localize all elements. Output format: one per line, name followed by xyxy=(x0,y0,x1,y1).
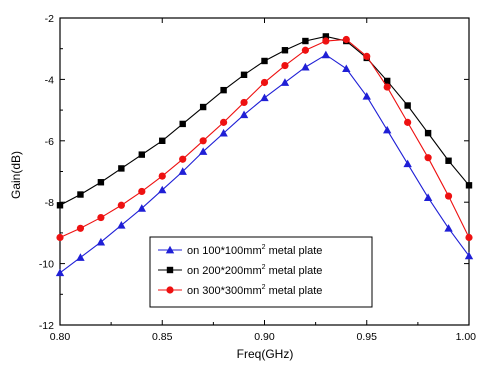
data-point xyxy=(362,92,371,100)
data-point xyxy=(118,165,125,172)
data-point xyxy=(159,137,166,144)
data-point xyxy=(76,224,85,232)
data-point xyxy=(56,202,64,209)
data-point xyxy=(383,125,392,134)
data-point xyxy=(281,61,289,70)
legend-entry: on 200*200mm2 metal plate xyxy=(158,264,322,277)
data-point xyxy=(280,78,290,86)
y-tick-label: -8 xyxy=(45,197,54,209)
series-layer xyxy=(55,33,474,277)
data-point xyxy=(260,93,269,102)
data-point xyxy=(424,129,432,137)
data-point xyxy=(301,62,310,71)
data-point xyxy=(403,159,412,168)
data-point xyxy=(76,253,85,261)
data-point xyxy=(281,47,289,54)
legend-entry: on 300*300mm2 metal plate xyxy=(158,284,322,297)
x-tick-label: 1.00 xyxy=(456,331,477,343)
x-tick-label: 0.90 xyxy=(254,331,275,343)
data-point xyxy=(261,57,268,65)
y-tick-label: -4 xyxy=(45,74,54,86)
data-point xyxy=(137,204,146,212)
legend-entry: on 100*100mm2 metal plate xyxy=(158,244,322,257)
data-point xyxy=(220,86,227,94)
data-point xyxy=(199,103,207,111)
data-point xyxy=(423,193,433,201)
data-point xyxy=(138,151,145,158)
data-point xyxy=(363,52,371,60)
series-circle xyxy=(56,35,473,242)
data-point xyxy=(158,185,167,194)
data-point xyxy=(220,118,228,126)
data-point xyxy=(383,83,391,91)
data-point xyxy=(464,251,474,260)
data-point xyxy=(97,179,105,186)
data-point xyxy=(240,98,248,107)
legend: on 100*100mm2 metal plate on 200*200mm2 m… xyxy=(149,236,373,308)
data-point xyxy=(444,224,453,232)
legend-label: on 200*200mm2 metal plate xyxy=(187,264,322,277)
data-point xyxy=(384,77,391,85)
data-point xyxy=(158,172,166,180)
data-point xyxy=(56,233,64,242)
data-point xyxy=(302,37,309,45)
data-point xyxy=(179,120,186,128)
data-point xyxy=(465,182,473,189)
x-axis-label: Freq(GHz) xyxy=(237,347,294,361)
data-point xyxy=(404,102,411,109)
y-axis-label: Gain(dB) xyxy=(9,151,23,199)
legend-marker xyxy=(166,266,174,274)
data-point xyxy=(301,46,309,54)
x-tick-label: 0.85 xyxy=(152,331,173,343)
data-point xyxy=(199,137,207,145)
data-point xyxy=(445,157,452,164)
data-point xyxy=(179,155,187,163)
data-point xyxy=(77,191,84,198)
data-point xyxy=(424,154,432,162)
data-point xyxy=(240,71,248,78)
legend-marker xyxy=(166,286,174,294)
data-point xyxy=(404,118,412,126)
data-point xyxy=(96,237,106,246)
data-point xyxy=(321,50,331,59)
data-point xyxy=(260,78,269,87)
legend-label: on 300*300mm2 metal plate xyxy=(187,284,322,297)
legend-box xyxy=(149,236,373,308)
x-tick-label: 0.95 xyxy=(357,331,378,343)
x-tick-label: 0.80 xyxy=(50,331,71,343)
data-point xyxy=(444,192,453,200)
data-point xyxy=(342,35,350,44)
legend-marker xyxy=(165,245,175,254)
data-point xyxy=(322,37,330,45)
data-point xyxy=(198,147,208,155)
data-point xyxy=(342,64,351,73)
y-tick-label: -12 xyxy=(39,320,54,332)
data-point xyxy=(465,233,473,242)
legend-label: on 100*100mm2 metal plate xyxy=(187,244,322,257)
axes-layer: 0.80 0.85 0.90 0.95 1.00 -12 -10 -8 -6 -4 -2 xyxy=(39,13,476,343)
data-point xyxy=(117,221,126,229)
data-point xyxy=(239,110,249,119)
data-point xyxy=(178,167,187,175)
data-point xyxy=(219,128,228,137)
data-point xyxy=(322,33,330,40)
data-point xyxy=(55,268,65,277)
y-tick-label: -6 xyxy=(45,136,54,148)
y-tick-label: -10 xyxy=(39,259,54,271)
data-point xyxy=(97,213,105,222)
data-point xyxy=(117,201,125,209)
data-point xyxy=(138,187,146,196)
series-triangle xyxy=(55,50,474,277)
y-tick-label: -2 xyxy=(45,13,54,25)
